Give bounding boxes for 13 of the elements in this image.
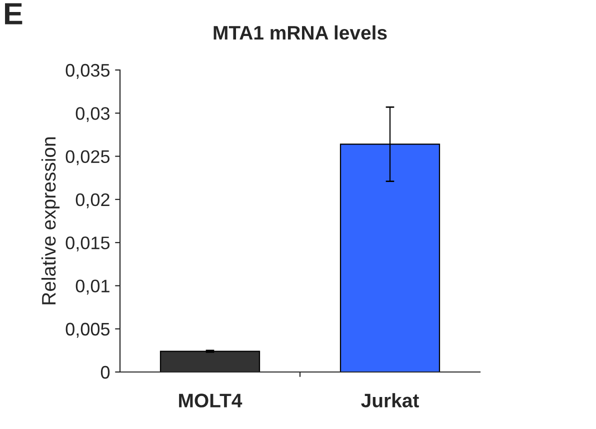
y-tick-label: 0,035	[66, 64, 110, 79]
chart-title: MTA1 mRNA levels	[214, 25, 387, 40]
x-tick-label: MOLT4	[179, 394, 242, 408]
text: E	[5, 3, 22, 24]
x-tick-label: Jurkat	[361, 393, 419, 408]
y-tick-label: 0,005	[66, 322, 110, 338]
y-axis-title: Relative expression	[41, 137, 60, 304]
y-tick-label: 0,01	[76, 280, 110, 295]
y-tick-label: 0,015	[66, 236, 110, 252]
y-tick-label: 0,02	[76, 193, 110, 208]
y-tick-label: 0,03	[76, 107, 110, 122]
y-tick-label: 0	[100, 366, 110, 379]
y-tick-label: 0,025	[66, 150, 110, 166]
